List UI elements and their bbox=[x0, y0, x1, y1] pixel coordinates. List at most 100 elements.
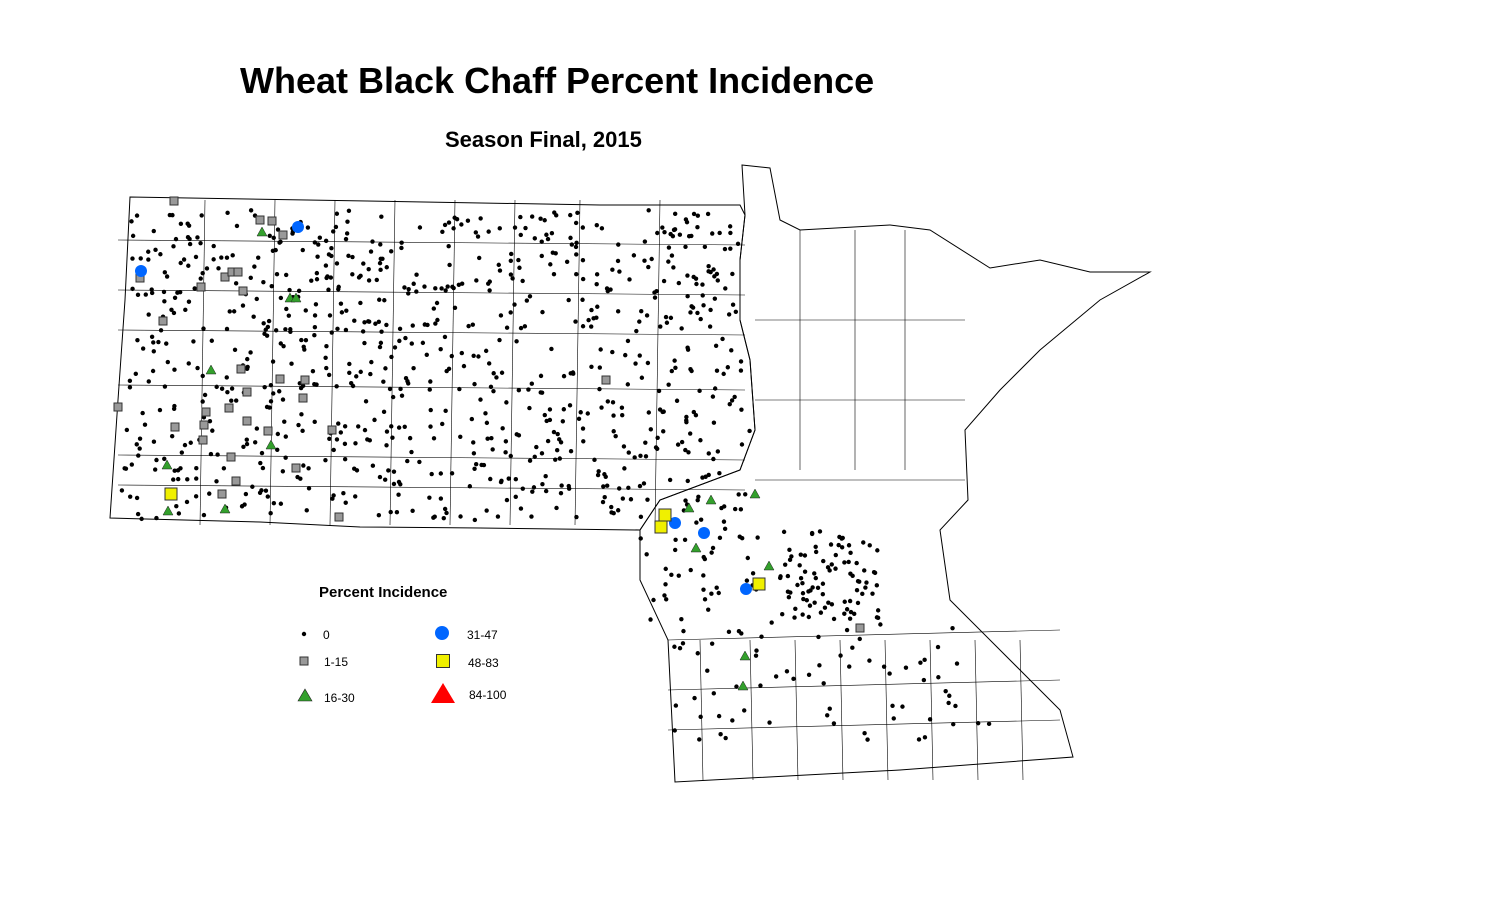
point-0 bbox=[183, 307, 188, 313]
point-0 bbox=[850, 645, 855, 650]
point-0 bbox=[312, 324, 318, 330]
point-0 bbox=[865, 737, 870, 742]
point-0 bbox=[681, 628, 686, 634]
point-0 bbox=[946, 700, 951, 706]
point-0 bbox=[378, 242, 383, 247]
point-1-15 bbox=[169, 196, 179, 206]
point-0 bbox=[240, 303, 246, 308]
point-0 bbox=[785, 573, 791, 579]
point-0 bbox=[164, 341, 169, 346]
point-0 bbox=[716, 590, 721, 596]
point-0 bbox=[274, 271, 280, 277]
point-0 bbox=[736, 492, 741, 497]
point-16-30 bbox=[749, 488, 761, 499]
point-0 bbox=[604, 286, 610, 291]
point-0 bbox=[312, 333, 317, 338]
point-0 bbox=[512, 302, 517, 307]
point-0 bbox=[672, 728, 677, 733]
point-0 bbox=[252, 440, 258, 445]
point-0 bbox=[433, 321, 438, 326]
point-0 bbox=[648, 427, 654, 432]
point-0 bbox=[726, 312, 732, 317]
point-0 bbox=[498, 313, 504, 318]
point-0 bbox=[522, 324, 528, 329]
point-0 bbox=[531, 485, 537, 490]
point-0 bbox=[574, 252, 579, 257]
point-0 bbox=[417, 459, 422, 465]
point-0 bbox=[484, 508, 489, 513]
point-0 bbox=[164, 274, 170, 279]
point-0 bbox=[172, 295, 178, 301]
point-1-15 bbox=[217, 489, 227, 499]
point-0 bbox=[193, 494, 199, 499]
point-0 bbox=[406, 291, 411, 296]
point-0 bbox=[732, 394, 737, 400]
point-0 bbox=[140, 346, 146, 351]
legend-label-4: 48-83 bbox=[468, 656, 499, 670]
point-0 bbox=[466, 323, 471, 329]
point-0 bbox=[317, 235, 323, 240]
point-0 bbox=[581, 439, 586, 444]
point-0 bbox=[621, 444, 627, 449]
point-0 bbox=[414, 289, 419, 294]
point-0 bbox=[646, 264, 651, 270]
point-0 bbox=[767, 720, 772, 725]
point-0 bbox=[158, 328, 164, 333]
point-0 bbox=[449, 353, 454, 359]
point-16-30 bbox=[265, 439, 277, 450]
point-0 bbox=[327, 313, 333, 318]
point-0 bbox=[185, 477, 190, 482]
point-0 bbox=[326, 252, 332, 257]
point-0 bbox=[476, 354, 481, 359]
point-0 bbox=[520, 486, 525, 491]
point-0 bbox=[568, 235, 573, 241]
point-0 bbox=[156, 339, 161, 345]
point-0 bbox=[638, 514, 644, 520]
point-0 bbox=[424, 352, 429, 358]
point-0 bbox=[407, 435, 413, 441]
point-0 bbox=[513, 494, 518, 500]
point-0 bbox=[334, 384, 339, 389]
point-1-15 bbox=[855, 623, 865, 633]
point-0 bbox=[341, 491, 346, 496]
point-0 bbox=[484, 420, 490, 426]
point-0 bbox=[391, 469, 397, 474]
point-0 bbox=[194, 466, 199, 471]
point-0 bbox=[336, 421, 341, 426]
point-0 bbox=[178, 466, 183, 471]
point-0 bbox=[275, 447, 280, 452]
point-0 bbox=[384, 429, 390, 434]
point-0 bbox=[381, 379, 386, 384]
point-0 bbox=[499, 370, 505, 375]
point-1-15 bbox=[298, 393, 308, 403]
point-0 bbox=[595, 472, 601, 478]
point-0 bbox=[229, 398, 234, 403]
point-0 bbox=[611, 429, 616, 434]
point-0 bbox=[825, 565, 831, 570]
point-0 bbox=[520, 278, 525, 284]
point-0 bbox=[831, 616, 837, 622]
point-0 bbox=[518, 214, 523, 220]
point-0 bbox=[289, 361, 294, 366]
point-0 bbox=[720, 336, 725, 342]
point-0 bbox=[345, 219, 350, 224]
point-0 bbox=[667, 477, 673, 483]
point-0 bbox=[544, 232, 549, 237]
point-0 bbox=[135, 292, 141, 298]
point-0 bbox=[711, 691, 716, 696]
county-boundary bbox=[667, 719, 1061, 731]
point-0 bbox=[547, 407, 553, 412]
point-0 bbox=[854, 560, 859, 566]
point-0 bbox=[530, 489, 535, 494]
point-0 bbox=[847, 616, 853, 621]
point-0 bbox=[649, 256, 654, 262]
point-0 bbox=[616, 486, 622, 491]
point-0 bbox=[377, 297, 382, 302]
point-0 bbox=[271, 235, 276, 241]
point-0 bbox=[558, 490, 564, 496]
point-0 bbox=[532, 236, 538, 241]
point-0 bbox=[689, 233, 694, 239]
point-0 bbox=[943, 688, 948, 694]
point-0 bbox=[384, 322, 389, 328]
point-0 bbox=[715, 278, 720, 283]
